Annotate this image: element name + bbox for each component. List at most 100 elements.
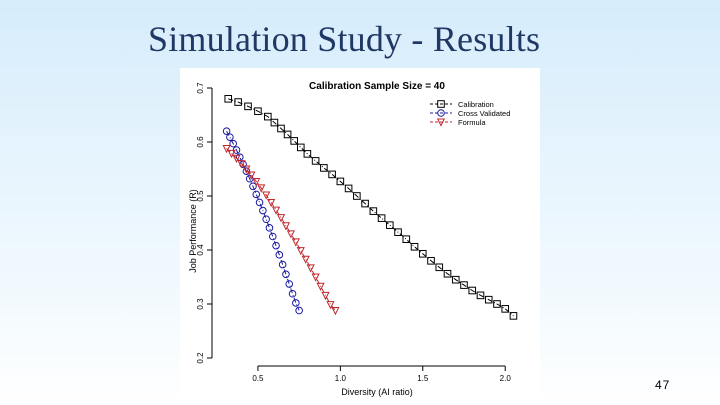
data-point-calibration [361,199,369,208]
performance-diversity-chart: 0.2 0.3 0.4 0.5 0.6 0.7 0.5 1.0 1.5 2.0 Calibrati… [188,81,518,397]
data-point-calibration [328,170,336,179]
data-point-formula [257,184,266,193]
data-point-cross-validated [265,224,274,232]
data-point-calibration [234,98,242,106]
data-point-cross-validated [259,206,267,215]
data-point-calibration [244,102,252,111]
data-point-formula [266,199,276,208]
legend-marker [437,100,445,108]
data-point-calibration [493,300,501,308]
data-point-formula [286,230,296,239]
data-point-calibration [468,286,477,295]
data-point-formula [316,282,325,291]
data-point-calibration [270,118,279,127]
y-tick-label: 0.4 [196,244,205,256]
chart-title: Calibration Sample Size = 40 [309,81,445,92]
x-axis-label: Diversity (AI ratio) [341,387,413,397]
data-point-calibration [435,263,444,272]
data-point-calibration [264,112,272,121]
series-line-cross-validated [226,130,300,311]
data-point-formula [271,206,281,215]
data-point-cross-validated [242,167,251,175]
data-point-cross-validated [285,280,294,288]
series-layer [222,95,518,320]
series-line-calibration [228,98,514,317]
x-tick-label: 1.0 [335,374,347,383]
data-point-calibration [344,184,353,193]
data-point-calibration [394,228,402,236]
y-tick-label: 0.7 [196,82,205,94]
data-point-formula [321,291,330,301]
y-tick-label: 0.5 [196,190,205,202]
data-point-calibration [303,150,312,158]
data-point-cross-validated [288,289,297,298]
data-point-cross-validated [295,306,303,315]
data-point-formula [237,160,246,169]
data-point-formula [326,301,335,310]
data-point-calibration [283,130,292,139]
series-formula [222,145,340,316]
data-point-calibration [501,305,510,313]
x-tick-label: 1.5 [417,374,429,383]
y-axis-label: Job Performance (R) [188,189,198,273]
data-point-calibration [410,242,419,251]
chart-frame: 0.2 0.3 0.4 0.5 0.6 0.7 0.5 1.0 1.5 2.0 Calibrati… [180,68,540,400]
data-point-calibration [320,164,328,172]
data-point-formula [252,177,261,187]
data-point-calibration [402,235,411,243]
data-point-calibration [353,192,361,200]
data-point-formula [306,264,315,273]
data-point-calibration [296,143,305,152]
data-point-calibration [277,124,285,133]
data-point-cross-validated [275,251,284,259]
data-point-calibration [418,249,427,258]
data-point-formula [296,247,305,256]
data-point-formula [281,222,291,231]
y-tick-label: 0.3 [196,298,205,310]
data-point-cross-validated [222,127,231,136]
data-point-calibration [509,312,518,320]
data-point-formula [242,165,251,174]
data-point-calibration [290,137,298,145]
data-point-formula [232,154,241,163]
data-point-formula [331,307,340,316]
data-point-calibration [311,157,320,165]
series-calibration [224,95,518,320]
series-line-formula [226,148,336,311]
data-point-calibration [336,177,345,186]
page-number: 47 [655,378,671,392]
data-point-calibration [443,269,452,278]
data-point-cross-validated [268,232,277,241]
x-tick-label: 0.5 [252,374,264,383]
data-point-calibration [254,107,262,116]
data-point-calibration [427,257,435,265]
data-point-calibration [484,295,493,304]
data-point-calibration [476,291,485,300]
data-point-calibration [369,207,378,215]
data-point-formula [311,273,320,282]
data-point-cross-validated [255,198,264,207]
data-point-cross-validated [282,270,290,279]
y-tick-label: 0.6 [196,136,205,148]
axes-layer: 0.2 0.3 0.4 0.5 0.6 0.7 0.5 1.0 1.5 2.0 [196,82,511,383]
data-point-cross-validated [278,260,287,269]
x-tick-label: 2.0 [500,374,512,383]
data-point-formula [227,149,236,159]
data-point-formula [262,191,271,200]
data-point-calibration [460,281,468,289]
data-point-formula [247,171,256,180]
data-point-calibration [386,221,394,229]
data-point-calibration [451,275,460,284]
data-point-cross-validated [292,299,300,307]
legend-marker [437,109,445,117]
data-point-calibration [224,95,233,103]
data-point-cross-validated [252,190,261,199]
y-tick-label: 0.2 [196,352,205,364]
slide-title: Simulation Study - Results [148,19,541,59]
legend-label: Calibration [458,100,494,109]
data-point-cross-validated [272,241,280,250]
data-point-formula [291,238,300,247]
legend-label: Cross Validated [458,109,510,118]
data-point-cross-validated [249,182,257,191]
